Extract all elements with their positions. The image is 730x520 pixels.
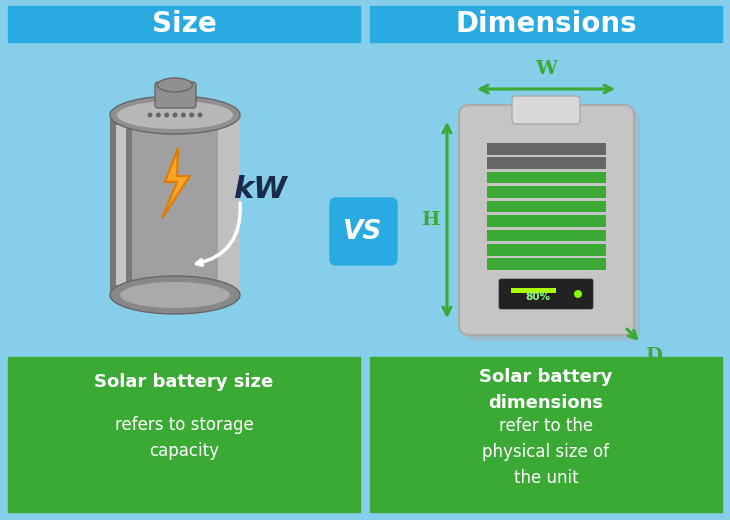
Bar — [132, 115, 218, 295]
Polygon shape — [162, 148, 190, 218]
Bar — [487, 215, 606, 227]
FancyBboxPatch shape — [459, 105, 634, 335]
Bar — [487, 258, 606, 270]
Text: refer to the
physical size of
the unit: refer to the physical size of the unit — [483, 417, 610, 487]
Bar — [116, 125, 126, 285]
Bar — [487, 158, 606, 169]
Circle shape — [574, 290, 582, 298]
Text: D: D — [645, 347, 662, 365]
Bar — [487, 186, 606, 198]
Text: refers to storage
capacity: refers to storage capacity — [115, 416, 253, 460]
Circle shape — [164, 112, 169, 118]
FancyBboxPatch shape — [465, 111, 640, 341]
Text: W: W — [535, 60, 557, 78]
Bar — [487, 172, 606, 184]
Text: kW: kW — [233, 175, 287, 204]
Circle shape — [155, 112, 161, 118]
Circle shape — [181, 112, 186, 118]
Bar — [487, 244, 606, 255]
Ellipse shape — [120, 282, 230, 308]
Ellipse shape — [117, 101, 233, 129]
Bar — [8, 6, 360, 42]
FancyBboxPatch shape — [499, 279, 593, 309]
Text: 80%: 80% — [526, 292, 550, 302]
Text: H: H — [420, 211, 439, 229]
Circle shape — [198, 112, 202, 118]
Bar — [370, 6, 722, 42]
Bar — [110, 115, 132, 295]
Bar — [370, 357, 722, 512]
Bar — [487, 201, 606, 212]
Bar — [8, 357, 360, 512]
Ellipse shape — [158, 78, 193, 92]
FancyBboxPatch shape — [155, 82, 196, 108]
Circle shape — [189, 112, 194, 118]
Bar — [487, 143, 606, 154]
FancyBboxPatch shape — [512, 96, 580, 124]
Bar — [487, 230, 606, 241]
Text: Size: Size — [152, 10, 216, 38]
Text: VS: VS — [343, 219, 383, 245]
Ellipse shape — [110, 276, 240, 314]
Bar — [218, 115, 240, 295]
Circle shape — [147, 112, 153, 118]
Circle shape — [172, 112, 177, 118]
Text: Solar battery
dimensions: Solar battery dimensions — [480, 369, 612, 411]
Ellipse shape — [110, 96, 240, 134]
Text: Dimensions: Dimensions — [456, 10, 637, 38]
Bar — [511, 288, 556, 293]
Text: Solar battery size: Solar battery size — [94, 373, 274, 391]
FancyBboxPatch shape — [330, 198, 397, 265]
